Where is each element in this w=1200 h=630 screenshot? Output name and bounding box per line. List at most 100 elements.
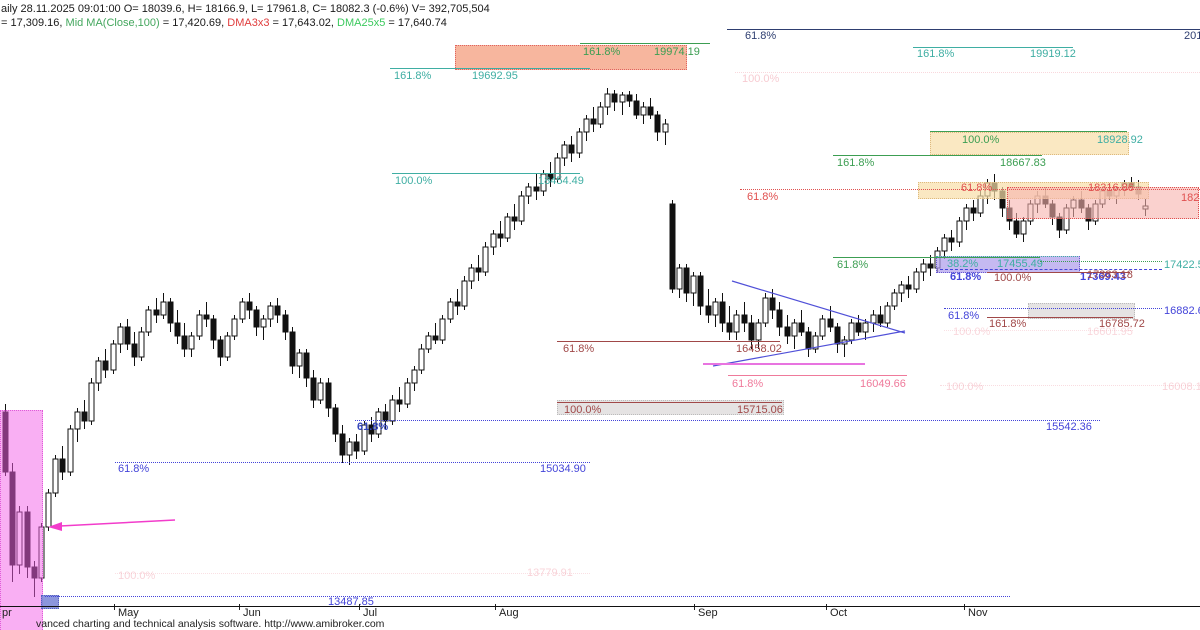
fib-level-label: 38.2%	[947, 258, 979, 270]
candle-body	[339, 433, 346, 456]
candle-body	[389, 399, 396, 422]
pink-band	[0, 410, 43, 630]
candle-body	[827, 318, 834, 328]
month-tick	[239, 604, 240, 610]
fib-level-label: 100.0%	[742, 73, 780, 85]
candle-body	[662, 123, 669, 133]
candle-body	[590, 118, 597, 125]
triangle-upper	[731, 280, 906, 334]
fib-level-label: 17369.43	[1080, 271, 1126, 283]
candle-body	[325, 382, 332, 409]
candle-body	[253, 309, 260, 328]
candle-body	[396, 399, 403, 405]
candle-body	[475, 267, 482, 273]
lavender-zone	[936, 256, 1080, 273]
candle-body	[332, 407, 339, 435]
candle-body	[898, 284, 905, 294]
candle-body	[1135, 186, 1142, 195]
candle-body	[905, 284, 912, 290]
fib-level-line	[913, 47, 1073, 48]
fib-level-line	[580, 43, 710, 44]
candle-body	[296, 352, 303, 367]
candle-body	[1106, 190, 1113, 197]
candle-body	[88, 382, 95, 422]
candle-body	[131, 343, 138, 358]
candle-body	[454, 301, 461, 307]
candle-body	[274, 305, 281, 316]
month-label: Sep	[698, 607, 718, 619]
candle-body	[1121, 182, 1128, 190]
candle-body	[934, 250, 941, 269]
candle-body	[855, 322, 862, 333]
fib-level-label: 1824	[1181, 192, 1200, 204]
candle-body	[877, 314, 884, 324]
candle-body	[977, 195, 984, 214]
indicator-segment: = 17,640.74	[385, 17, 447, 29]
candle-body	[1056, 216, 1063, 231]
candle-body	[411, 369, 418, 384]
candle-body	[1085, 207, 1092, 222]
candle-body	[167, 301, 174, 324]
candle-body	[1092, 203, 1099, 222]
candle-body	[1020, 220, 1027, 235]
candle-body	[784, 326, 791, 337]
candle-body	[239, 301, 246, 320]
candle-body	[834, 326, 841, 345]
fib-level-label: 161.8%	[917, 48, 955, 60]
candle-body	[224, 335, 231, 358]
fib-level-label: 61.8%	[732, 378, 764, 390]
candle-body	[217, 339, 224, 358]
candle-body	[346, 441, 353, 456]
candle-body	[303, 352, 310, 379]
fib-level-label: 161.8%	[394, 70, 432, 82]
candle-body	[891, 292, 898, 307]
fib-level-line	[392, 173, 580, 174]
candle-body	[676, 267, 683, 290]
candle-body	[748, 322, 755, 341]
candle-body	[282, 314, 289, 333]
candle-body	[1142, 205, 1149, 210]
candle-body	[920, 263, 927, 273]
candle-body	[561, 144, 568, 159]
gray-zone-low	[557, 400, 784, 415]
candle-body	[525, 186, 532, 197]
candle-body	[160, 301, 167, 316]
magenta-arrow-shaft	[59, 519, 176, 527]
candle-body	[805, 331, 812, 350]
candle-body	[1027, 203, 1034, 222]
candle-body	[210, 318, 217, 341]
fib-level-label: 100.0%	[118, 570, 156, 582]
candle-body	[819, 318, 826, 337]
fib-level-line	[940, 269, 1162, 270]
candle-body	[74, 411, 81, 430]
fib-level-label: 61.8%	[563, 343, 595, 355]
fib-level-label: 61.8%	[950, 271, 982, 283]
candle-body	[798, 322, 805, 333]
candle-body	[145, 309, 152, 333]
fib-level-label: 16008.1	[1162, 381, 1200, 393]
candle-body	[52, 458, 59, 494]
candle-body	[1070, 199, 1077, 209]
candle-body	[203, 314, 210, 320]
fib-level-label: 161.8%	[583, 46, 621, 58]
fib-level-line	[944, 308, 1162, 309]
candle-body	[518, 195, 525, 222]
ohlc-title-line: aily 28.11.2025 09:01:00 O= 18039.6, H= …	[1, 3, 490, 15]
candle-body	[963, 207, 970, 222]
fib-level-label: 61.8%	[745, 30, 777, 42]
fib-level-line	[940, 385, 1200, 386]
month-tick	[114, 604, 115, 610]
candle-body	[568, 144, 575, 154]
candle-body	[260, 318, 267, 328]
candle-body	[511, 216, 518, 222]
candle-body	[1042, 195, 1049, 205]
fib-level-label: 100.0%	[962, 134, 1000, 146]
candle-body	[690, 275, 697, 294]
fib-level-line	[833, 257, 1040, 258]
candle-body	[870, 314, 877, 324]
candle-body	[124, 326, 131, 345]
fib-level-label: 16601.95	[1087, 326, 1133, 338]
candle-body	[791, 322, 798, 337]
